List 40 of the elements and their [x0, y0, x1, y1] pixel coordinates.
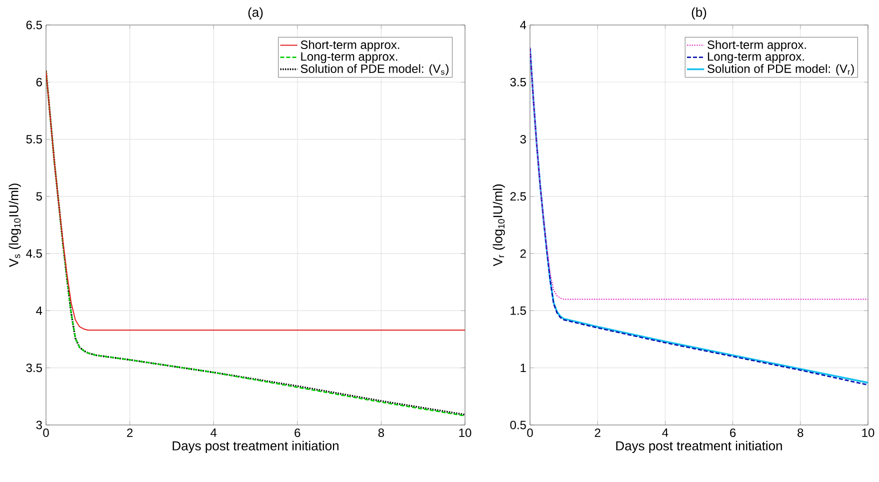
- x-tick-label: 0: [43, 428, 49, 438]
- x-tick-label: 0: [527, 428, 533, 438]
- y-tick-label: 4: [36, 306, 42, 315]
- legend-label: Long-term approx.: [708, 52, 804, 64]
- legend-label: Solution of PDE model: (V$_{s}$): [300, 64, 448, 76]
- x-axis-title: Days post treatment initiation: [172, 440, 338, 453]
- x-tick-label: 2: [127, 428, 133, 437]
- legend-label: Short-term approx.: [708, 40, 806, 52]
- x-axis-title: Days post treatment initiation: [616, 440, 782, 453]
- chart-title: (a): [248, 7, 263, 20]
- x-tick-label: 6: [294, 428, 300, 438]
- y-tick-label: 5: [36, 192, 42, 201]
- y-tick-label: 6: [36, 78, 42, 86]
- y-tick-label: 2: [520, 249, 526, 258]
- legend-label: Long-term approx.: [301, 52, 398, 64]
- x-tick-label: 8: [798, 428, 804, 438]
- x-tick-label: 10: [459, 428, 472, 438]
- legend-label: Short-term approx.: [300, 40, 400, 52]
- y-tick-label: 5.5: [26, 135, 42, 144]
- y-tick-label: 4: [520, 20, 526, 30]
- legend-label: Solution of PDE model: (V$_{r}$): [708, 64, 854, 76]
- chart-title: (b): [692, 7, 706, 20]
- y-tick-label: 3.5: [510, 78, 526, 86]
- x-tick-label: 2: [594, 428, 600, 437]
- x-tick-label: 6: [730, 428, 736, 438]
- x-tick-label: 4: [662, 428, 668, 437]
- y-tick-label: 3.5: [26, 364, 42, 372]
- y-tick-label: 6.5: [26, 20, 42, 30]
- y-tick-label: 2.5: [510, 192, 526, 201]
- y-tick-label: 0.5: [510, 420, 526, 430]
- y-axis-title: V$_{s}$ (log$_{10}$IU/ml): [8, 184, 21, 268]
- y-axis-title: V$_{r}$ (log$_{10}$IU/ml): [492, 184, 505, 266]
- x-tick-label: 4: [210, 428, 217, 437]
- y-tick-label: 4.5: [26, 249, 42, 258]
- x-tick-label: 10: [862, 428, 874, 438]
- y-tick-label: 3: [36, 420, 42, 430]
- y-tick-label: 3: [520, 135, 526, 144]
- x-tick-label: 8: [378, 428, 384, 438]
- y-tick-label: 1: [520, 364, 526, 372]
- y-tick-label: 1.5: [510, 306, 526, 315]
